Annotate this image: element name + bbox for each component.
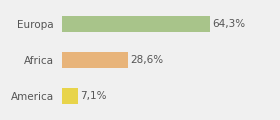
Bar bbox=[62, 16, 210, 32]
Bar bbox=[62, 88, 78, 104]
Text: 64,3%: 64,3% bbox=[213, 19, 246, 29]
Text: 28,6%: 28,6% bbox=[130, 55, 163, 65]
Bar bbox=[62, 52, 128, 68]
Text: 7,1%: 7,1% bbox=[80, 91, 107, 101]
